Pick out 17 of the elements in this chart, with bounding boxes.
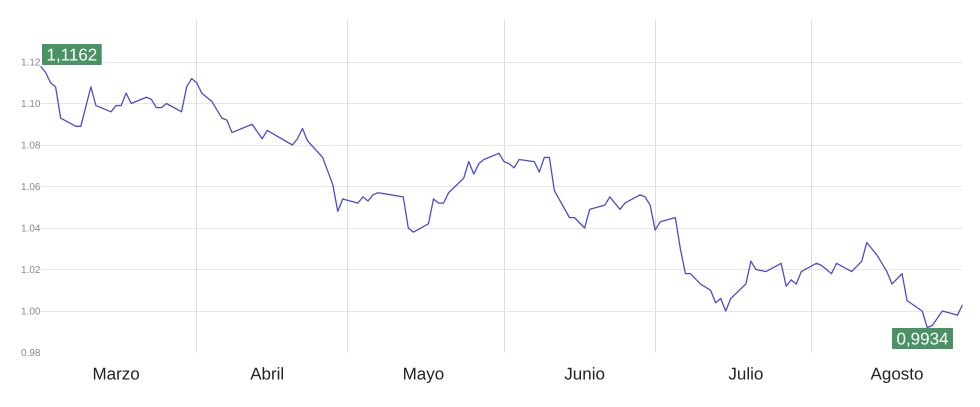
y-tick-label: 1.04 bbox=[21, 224, 41, 234]
line-series bbox=[40, 66, 962, 328]
y-tick-label: 1.08 bbox=[21, 140, 41, 152]
x-tick-label: Junio bbox=[564, 364, 605, 384]
x-tick-label: Julio bbox=[728, 364, 764, 384]
x-tick-label: Marzo bbox=[92, 364, 140, 384]
x-tick-label: Abril bbox=[250, 364, 284, 384]
y-tick-label: 1.06 bbox=[21, 182, 41, 193]
y-tick-label: 1.00 bbox=[21, 306, 41, 318]
y-tick-label: 1.12 bbox=[21, 58, 41, 68]
y-tick-label: 0.98 bbox=[21, 348, 41, 359]
x-tick-label: Agosto bbox=[870, 364, 924, 384]
y-tick-label: 1.02 bbox=[21, 265, 41, 276]
annotation: 1,1162 bbox=[46, 46, 98, 64]
annotation: 0,9934 bbox=[896, 330, 949, 348]
x-tick-label: Mayo bbox=[402, 364, 444, 384]
y-tick-label: 1.10 bbox=[21, 99, 41, 110]
